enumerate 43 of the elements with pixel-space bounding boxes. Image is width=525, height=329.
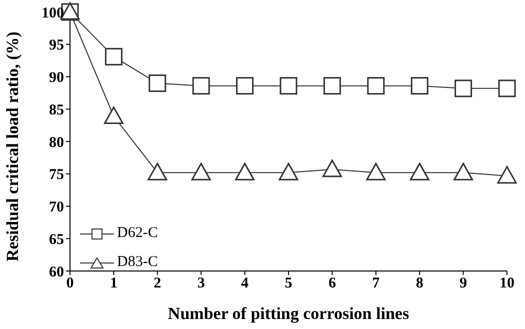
y-tick-label: 85 (49, 102, 64, 118)
point (454, 162, 474, 180)
x-tick-label: 3 (197, 276, 205, 292)
x-tick-label: 9 (460, 276, 468, 292)
point (322, 160, 342, 178)
point (191, 162, 211, 180)
y-tick-label: 65 (49, 232, 64, 248)
x-tick-label: 6 (328, 276, 336, 292)
y-tick-label: 75 (49, 167, 64, 184)
x-axis-title: Number of pitting corrosion lines (168, 304, 410, 323)
point (367, 77, 385, 95)
point (104, 48, 122, 66)
legend-label: D62-C (117, 225, 158, 242)
point (236, 77, 254, 95)
y-tick-label: 90 (49, 70, 64, 86)
y-tick-label: 60 (49, 264, 64, 280)
point (454, 80, 472, 98)
point (323, 77, 341, 95)
x-tick-label: 4 (241, 276, 250, 292)
point (235, 162, 255, 180)
x-tick-label: 7 (372, 276, 380, 292)
point (366, 162, 386, 180)
point (410, 162, 430, 180)
point (148, 74, 166, 92)
y-tick-label: 80 (49, 134, 64, 151)
x-tick-label: 1 (110, 276, 118, 292)
point (410, 77, 428, 95)
x-tick-label: 2 (154, 276, 162, 292)
x-tick-label: 0 (66, 276, 74, 292)
point (498, 80, 516, 98)
point (280, 77, 298, 95)
point (497, 166, 517, 184)
x-tick-label: 10 (500, 276, 514, 292)
y-axis-title: Residual critical load ratio, (%) (3, 32, 22, 262)
x-tick-label: 5 (284, 276, 292, 292)
legend-label: D83-C (117, 254, 158, 271)
y-tick-label: 95 (49, 38, 64, 54)
point (148, 162, 168, 180)
point (104, 106, 124, 124)
point (192, 77, 210, 95)
x-tick-label: 8 (416, 276, 424, 292)
y-tick-label: 70 (49, 200, 64, 216)
point (278, 162, 298, 180)
